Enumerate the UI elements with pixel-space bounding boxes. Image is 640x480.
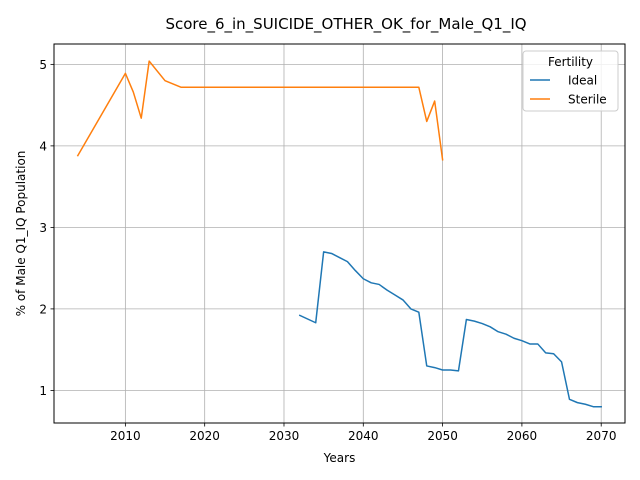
y-tick-label: 2 <box>39 302 47 316</box>
y-tick-label: 5 <box>39 58 47 72</box>
y-tick-label: 4 <box>39 139 47 153</box>
x-tick-label: 2030 <box>269 429 300 443</box>
legend-label-sterile: Sterile <box>568 93 607 107</box>
x-tick-label: 2070 <box>586 429 617 443</box>
legend: Fertility Ideal Sterile <box>523 51 618 111</box>
chart-title: Score_6_in_SUICIDE_OTHER_OK_for_Male_Q1_… <box>165 15 526 34</box>
y-tick-label: 3 <box>39 221 47 235</box>
x-tick-label: 2040 <box>348 429 379 443</box>
y-axis-label: % of Male Q1_IQ Population <box>14 151 28 317</box>
x-tick-label: 2050 <box>427 429 458 443</box>
legend-label-ideal: Ideal <box>568 74 597 88</box>
x-tick-label: 2020 <box>189 429 220 443</box>
x-axis-label: Years <box>323 451 356 465</box>
y-tick-label: 1 <box>39 384 47 398</box>
x-tick-label: 2010 <box>110 429 141 443</box>
legend-title: Fertility <box>548 55 593 69</box>
x-tick-label: 2060 <box>507 429 538 443</box>
